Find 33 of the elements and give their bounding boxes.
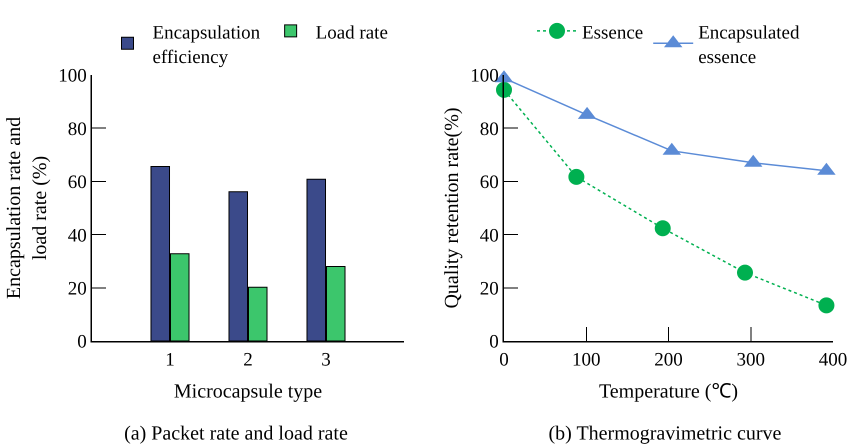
point	[568, 168, 584, 185]
text: (a) Packet rate and load rate	[124, 422, 348, 444]
x-tick-label: 300	[736, 349, 765, 370]
point	[654, 220, 671, 236]
y-axis-title: Quality retention rate(%)	[440, 107, 463, 309]
x-tick-label: 100	[572, 349, 600, 370]
x-axis-title: Microcapsule type	[174, 380, 322, 403]
y-tick-label: 40	[480, 225, 499, 246]
y-tick-label: 60	[68, 172, 87, 194]
y-tick-label: 20	[480, 278, 499, 300]
legend-label: Encapsulated essence	[698, 22, 800, 68]
legend-label: Load rate	[316, 22, 388, 44]
y-tick-label: 0	[77, 332, 87, 353]
x-tick-label: 2	[243, 349, 253, 370]
x-tick-label: 400	[818, 349, 848, 370]
y-tick-label: 0	[489, 332, 499, 353]
y-tick-label: 100	[470, 66, 499, 87]
y-tick-label: 40	[68, 225, 87, 246]
legend-label: Encapsulation efficiency	[152, 22, 261, 68]
point	[818, 297, 834, 314]
legend-label: Essence	[582, 22, 644, 44]
y-tick-label: 80	[480, 118, 499, 140]
y-tick-label: 20	[68, 278, 87, 300]
y-tick-label: 80	[68, 118, 87, 140]
y-axis-title: Encapsulation rate and load rate (%)	[2, 116, 51, 300]
x-axis-title: Temperature (℃)	[598, 380, 738, 403]
point	[736, 264, 753, 281]
x-tick-label: 200	[654, 349, 683, 370]
text: (b) Thermogravimetric curve	[548, 422, 782, 444]
x-tick-label: 3	[321, 349, 331, 370]
y-tick-label: 100	[58, 66, 87, 87]
y-tick-label: 60	[480, 172, 499, 194]
x-tick-label: 1	[165, 349, 175, 370]
